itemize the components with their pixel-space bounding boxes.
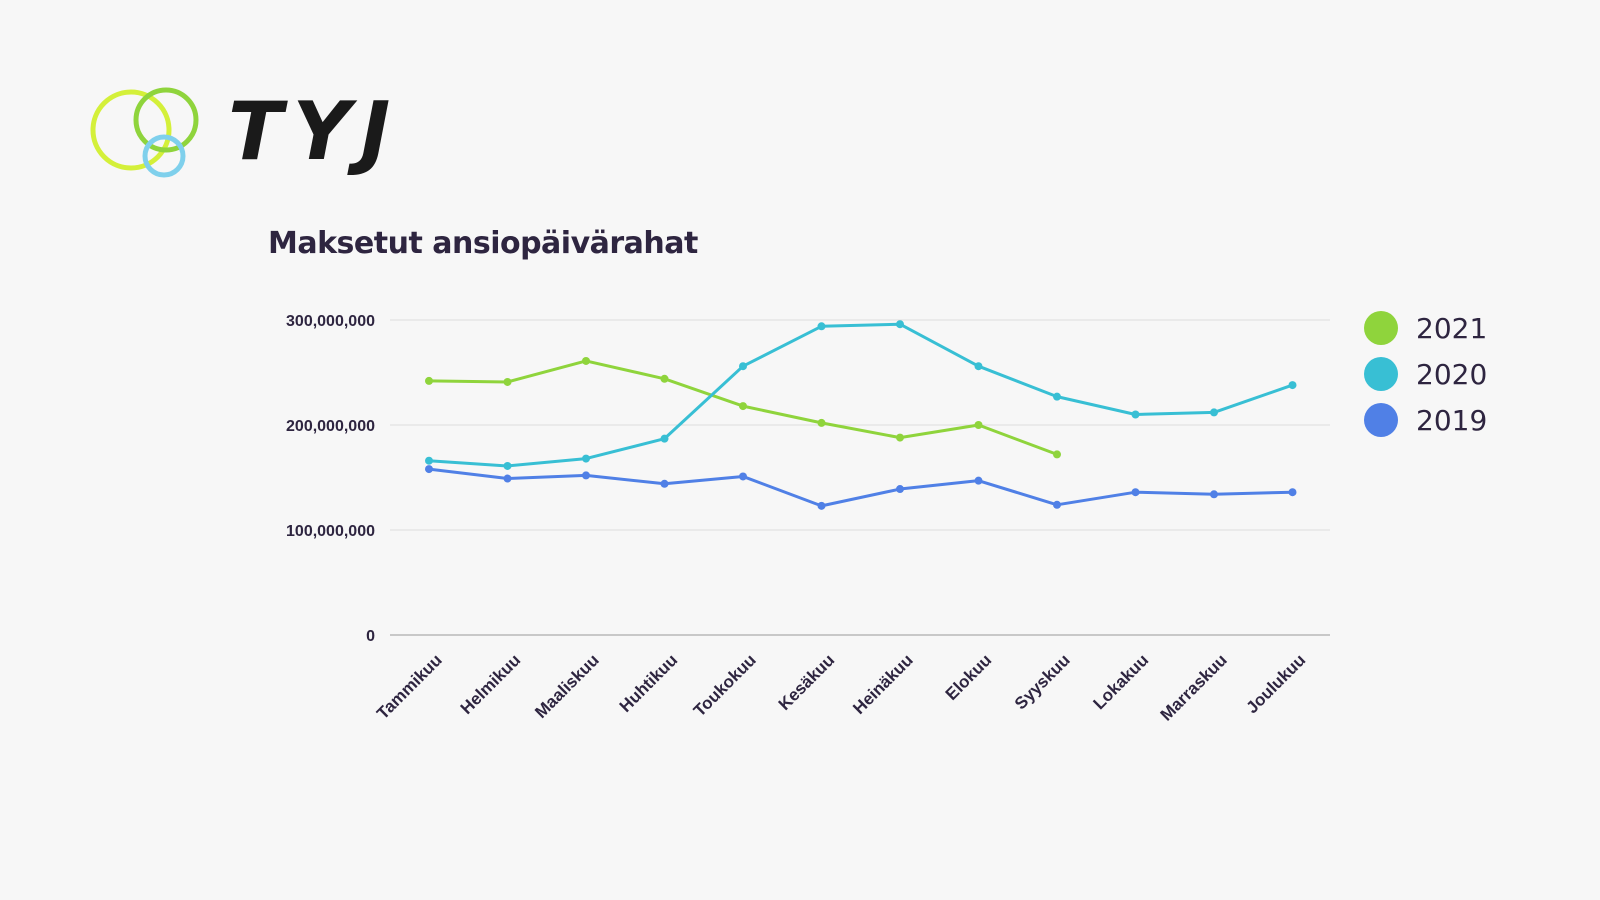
data-point-2020 [896,320,904,329]
data-point-2021 [817,418,826,427]
data-point-2020 [660,434,669,443]
x-tick-label: Syyskuu [1011,650,1074,713]
data-point-2021 [974,421,983,429]
x-tick-label: Tammikuu [373,650,446,723]
tyj-logo [90,87,199,178]
data-point-2021 [503,377,512,386]
logo-ring-blue [142,134,186,178]
data-point-2020 [503,461,512,470]
data-point-2021 [739,402,747,411]
y-tick-label: 200,000,000 [286,418,375,435]
logo-wordmark: TYJ [228,85,401,178]
data-point-2020 [1210,408,1218,417]
data-point-2019 [503,474,512,483]
x-tick-label: Lokakuu [1089,650,1152,713]
x-tick-label: Toukokuu [690,650,760,720]
legend-swatch [1364,311,1398,345]
chart-title: Maksetut ansiopäivärahat [268,226,698,261]
data-point-2021 [1053,450,1061,459]
x-tick-label: Marraskuu [1157,650,1231,724]
x-tick-label: Heinäkuu [849,650,917,718]
data-point-2019 [817,501,826,510]
data-point-2019 [1210,490,1218,499]
y-tick-label: 300,000,000 [286,313,375,330]
data-point-2019 [582,471,590,480]
data-point-2019 [974,476,983,485]
legend-label: 2021 [1416,312,1487,345]
legend-swatch [1364,357,1398,391]
legend: 2021 2020 2019 [1364,311,1487,437]
data-point-2019 [660,479,669,488]
y-tick-label: 0 [366,628,375,645]
legend-swatch [1364,403,1398,437]
data-point-2021 [660,374,669,383]
data-point-2020 [582,454,590,463]
data-point-2020 [1288,381,1297,390]
legend-label: 2019 [1416,404,1487,437]
data-point-2019 [739,472,747,481]
x-tick-label: Elokuu [942,650,996,704]
legend-label: 2020 [1416,358,1487,391]
data-point-2020 [817,322,826,331]
data-point-2020 [974,362,983,371]
x-tick-label: Helmikuu [457,650,525,718]
data-point-2019 [425,465,433,474]
data-point-2019 [1131,488,1140,497]
data-point-2019 [896,485,904,494]
series-lines [425,320,1297,510]
data-point-2020 [425,456,433,465]
series-line-2020 [428,322,1293,468]
logo-ring-yellow [90,89,172,171]
x-tick-label: Maaliskuu [531,650,603,722]
data-point-2020 [1053,392,1061,401]
x-tick-label: Joulukuu [1242,650,1309,717]
data-point-2021 [896,433,904,442]
x-tick-label: Kesäkuu [775,650,839,714]
data-point-2019 [1053,500,1061,509]
data-point-2019 [1288,488,1297,497]
data-point-2020 [739,362,747,371]
x-axis-ticks: Tammikuu Helmikuu Maaliskuu Huhtikuu Toukoku… [373,650,1309,724]
data-point-2021 [425,376,433,385]
grid-lines [390,319,1330,636]
y-axis-ticks: 0 100,000,000 200,000,000 300,000,000 [286,313,375,645]
series-line-2019 [428,467,1293,508]
logo-ring-green [133,87,199,153]
x-tick-label: Huhtikuu [616,650,682,716]
y-tick-label: 100,000,000 [286,523,375,540]
data-point-2020 [1131,410,1140,419]
data-point-2021 [582,356,590,365]
